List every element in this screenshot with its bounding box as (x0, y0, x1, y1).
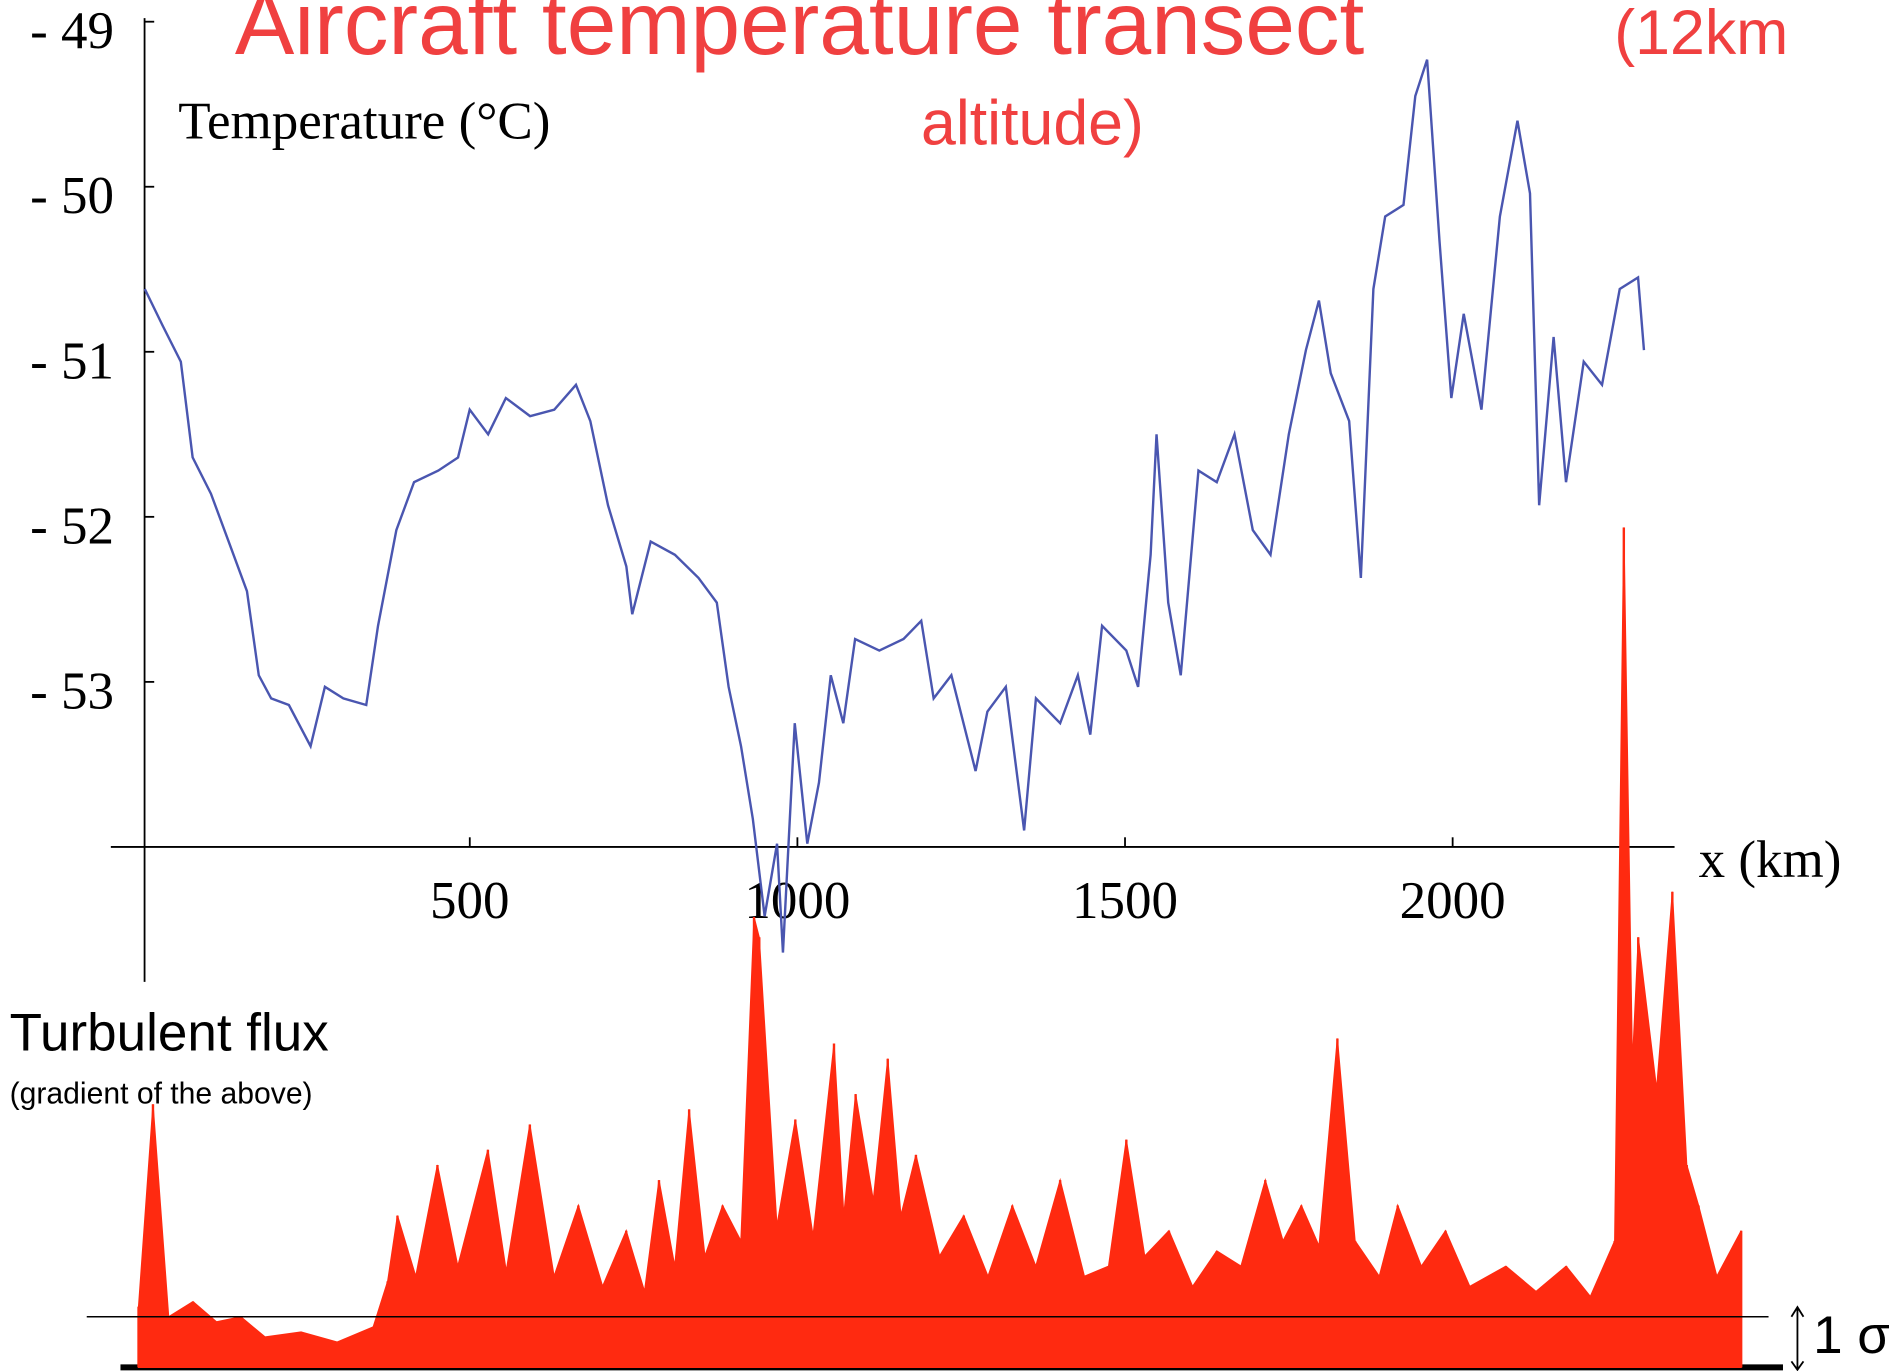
y-tick-label: - 50 (30, 167, 114, 225)
chart-title: Aircraft temperature transect (235, 0, 1365, 73)
chart-subtitle: (12km (1614, 0, 1788, 68)
y-tick-label: - 53 (30, 662, 114, 720)
panel-title: Turbulent flux (10, 1004, 329, 1063)
x-tick-label: 500 (430, 872, 509, 930)
y-tick-label: - 52 (30, 497, 114, 555)
temperature-line (143, 59, 1646, 953)
x-axis-label: x (km) (1699, 831, 1842, 889)
y-tick-label: - 51 (30, 332, 114, 390)
reference-label: 1 σ (1813, 1306, 1889, 1365)
sigma-arrow (1790, 1305, 1805, 1371)
x-tick-label: 1500 (1072, 872, 1178, 930)
y-axis-label: Temperature (°C) (178, 93, 550, 151)
flux-area (137, 527, 1742, 1368)
chart-subtitle: altitude) (921, 89, 1144, 159)
x-tick-label: 2000 (1400, 872, 1506, 930)
panel-subtitle: (gradient of the above) (10, 1078, 313, 1111)
y-tick-label: - 49 (30, 2, 114, 60)
